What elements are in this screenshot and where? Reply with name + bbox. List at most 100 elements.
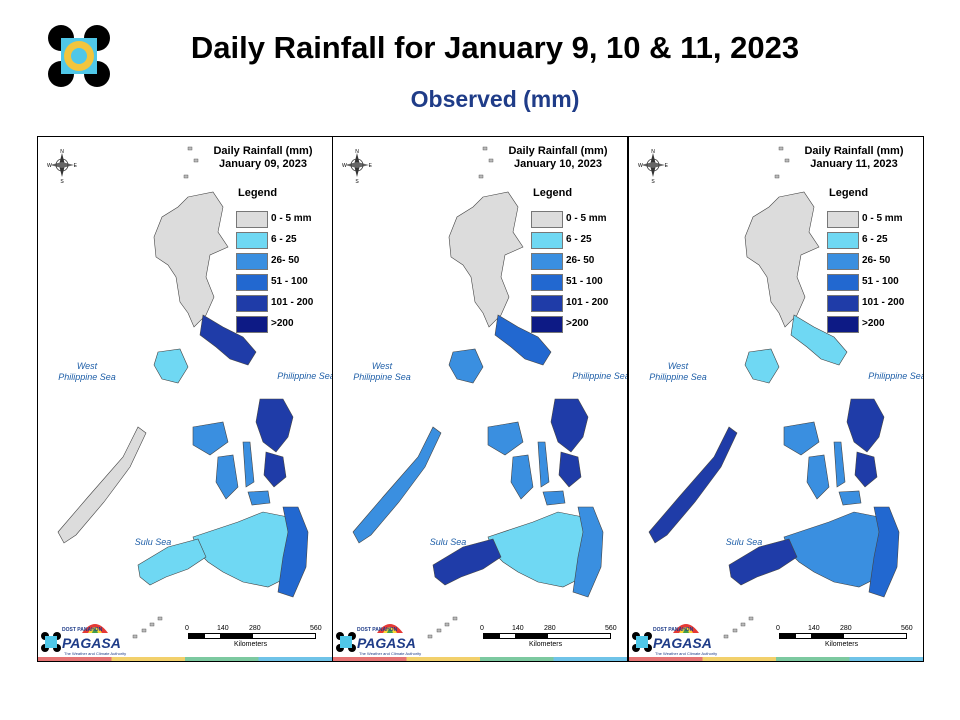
brand-prefix: DOST PANAHON [62, 627, 103, 633]
legend-swatch [827, 316, 859, 333]
sea-label-philippine-sea: Philippine Sea [572, 371, 628, 381]
region-panay [192, 421, 229, 456]
sea-label-west-philippine-sea: West Philippine Sea [649, 361, 707, 382]
region-mindanao-west [137, 538, 207, 586]
brand-prefix: DOST PANAHON [653, 627, 694, 633]
small-island [732, 628, 738, 633]
legend-swatch [827, 295, 859, 312]
svg-text:N: N [60, 149, 64, 155]
legend-label: 101 - 200 [862, 297, 905, 308]
legend-label: 6 - 25 [566, 234, 592, 245]
scale-tick-label: 280 [249, 625, 261, 632]
scale-bar: 0 140 280 560 Kilometers [480, 625, 623, 655]
svg-text:N: N [355, 149, 359, 155]
small-island [187, 146, 193, 151]
region-panay [487, 421, 524, 456]
region-cebu [537, 441, 550, 488]
legend-swatch [236, 274, 268, 291]
region-samar [550, 398, 589, 453]
scale-bar: 0 140 280 560 Kilometers [776, 625, 919, 655]
svg-text:S: S [651, 179, 655, 185]
region-samar [846, 398, 885, 453]
legend-swatch [236, 211, 268, 228]
legend-label: >200 [566, 318, 589, 329]
region-bohol [838, 490, 862, 506]
svg-text:W: W [638, 163, 643, 169]
small-island [774, 174, 780, 179]
scale-bar: 0 140 280 560 Kilometers [185, 625, 328, 655]
footer-color-bar [38, 657, 332, 661]
scale-unit-label: Kilometers [529, 641, 563, 648]
region-negros [510, 454, 534, 500]
legend-swatch [531, 274, 563, 291]
legend-title: Legend [238, 187, 278, 199]
svg-text:E: E [369, 163, 373, 169]
map-heading-line-2: January 10, 2023 [513, 158, 603, 170]
legend-label: 26- 50 [862, 255, 891, 266]
compass-rose-icon: N E S W [47, 149, 78, 185]
region-mindoro [448, 348, 484, 384]
scale-unit-label: Kilometers [234, 641, 268, 648]
compass-rose-icon: N E S W [638, 149, 669, 185]
sea-label-sulu-sea: Sulu Sea [429, 537, 467, 547]
scale-tick-label: 560 [310, 625, 322, 632]
philippines-map [352, 146, 604, 639]
region-bohol [542, 490, 566, 506]
legend-label: 26- 50 [271, 255, 300, 266]
dost-mini-logo-icon [336, 632, 356, 652]
region-negros [215, 454, 239, 500]
umbrella-icon [82, 624, 108, 633]
scale-bar-segment [252, 633, 316, 639]
svg-text:N: N [651, 149, 655, 155]
map-heading-line-1: Daily Rainfall (mm) [213, 145, 313, 157]
small-island [778, 146, 784, 151]
region-cebu [833, 441, 846, 488]
legend-label: 0 - 5 mm [862, 213, 903, 224]
region-mindanao-east [868, 506, 900, 598]
legend-label: 26- 50 [566, 255, 595, 266]
footer-color-bar [333, 657, 627, 661]
legend-title: Legend [829, 187, 869, 199]
svg-text:W: W [342, 163, 347, 169]
rainfall-map-panel-3: N E S W Daily Rainfall (mm) January 11, 2023 L… [628, 136, 924, 662]
map-heading-line-1: Daily Rainfall (mm) [508, 145, 608, 157]
scale-tick-label: 280 [544, 625, 556, 632]
region-mindoro [153, 348, 189, 384]
legend-label: 6 - 25 [271, 234, 297, 245]
legend-swatch [236, 232, 268, 249]
small-island [482, 146, 488, 151]
region-luzon [744, 191, 820, 328]
region-mindanao-east [277, 506, 309, 598]
footer-color-bar [629, 657, 923, 661]
region-palawan [57, 426, 147, 544]
legend-swatch [531, 232, 563, 249]
scale-bar-segment [547, 633, 611, 639]
scale-bar-segment [843, 633, 907, 639]
map-heading-line-2: January 11, 2023 [810, 158, 898, 170]
legend-swatch [531, 211, 563, 228]
brand-name: PAGASA [357, 635, 416, 651]
region-panay [783, 421, 820, 456]
scale-tick-label: 0 [480, 625, 484, 632]
small-island [478, 174, 484, 179]
region-bohol [247, 490, 271, 506]
legend-title: Legend [533, 187, 573, 199]
rainfall-map-panel-2: N E S W Daily Rainfall (mm) January 10, 2023 L… [332, 136, 628, 662]
region-leyte [558, 451, 582, 488]
region-bicol [494, 314, 552, 366]
pagasa-logo: DOST PANAHON PAGASA The Weather and Climat… [40, 617, 126, 657]
region-mindanao-west [728, 538, 798, 586]
scale-bar-segment [220, 633, 254, 639]
region-samar [255, 398, 294, 453]
region-cebu [242, 441, 255, 488]
region-palawan [352, 426, 442, 544]
scale-tick-label: 560 [901, 625, 913, 632]
small-island [141, 628, 147, 633]
page-title: Daily Rainfall for January 9, 10 & 11, 2… [190, 30, 800, 65]
small-island [444, 622, 450, 627]
small-island [193, 158, 199, 163]
pagasa-logo: DOST PANAHON PAGASA The Weather and Climat… [631, 617, 717, 657]
map-heading: Daily Rainfall (mm) January 10, 2023 [493, 145, 623, 171]
legend-label: 101 - 200 [271, 297, 314, 308]
legend-swatch [236, 316, 268, 333]
